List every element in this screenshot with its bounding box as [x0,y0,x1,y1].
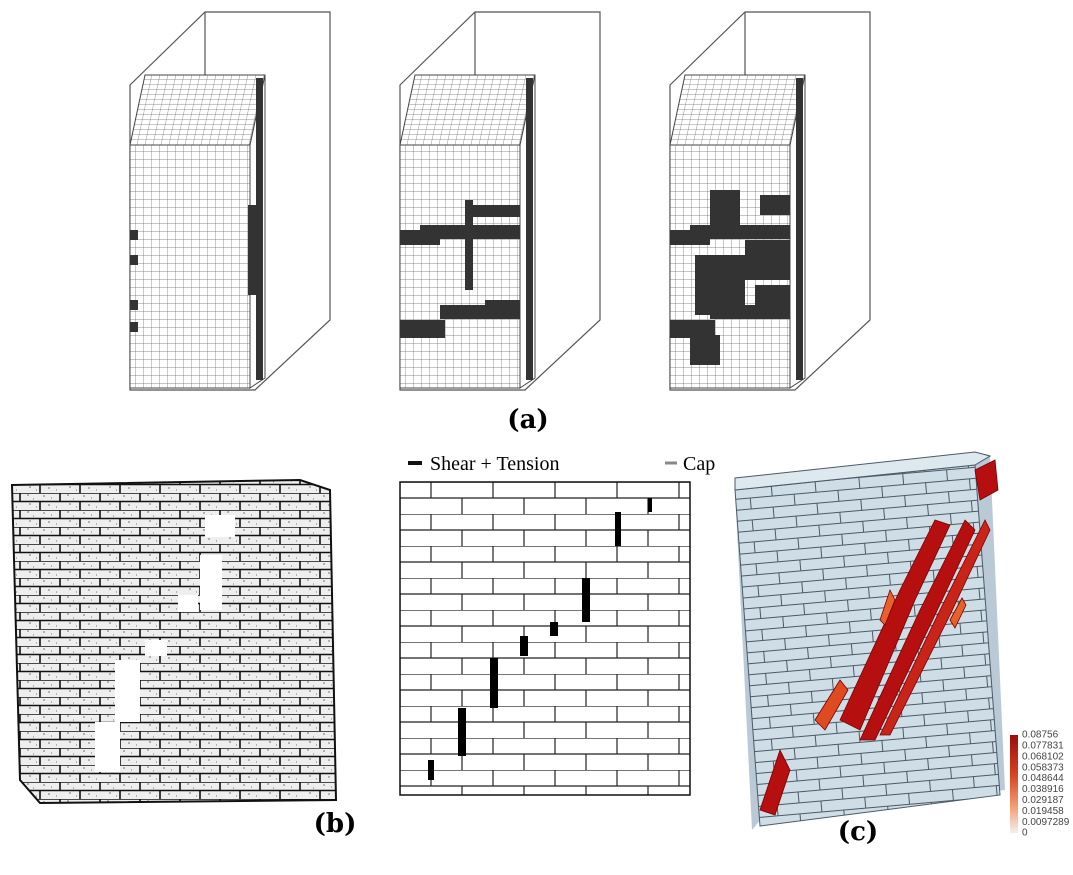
legend-text: Cap [683,453,715,475]
damage-zone [690,335,720,365]
colorbar-label: 0 [1022,828,1028,839]
colorbar-label: 0.068102 [1022,751,1064,762]
panel-label: (a) [507,405,548,435]
damage-zone [745,240,790,280]
damage-zone [690,225,790,239]
fe-model [670,12,870,390]
wall-top [130,75,265,145]
damage-zone [400,320,445,338]
damage-zone [248,205,256,295]
fe-model [130,12,330,390]
wall-top [400,75,535,145]
colorbar-label: 0.048644 [1022,773,1064,784]
colorbar-label: 0.0097289 [1022,817,1070,828]
damage-wall [735,452,1005,830]
damage-zone [485,300,520,310]
colorbar-label: 0.019458 [1022,806,1064,817]
colorbar-labels: 0.087560.0778310.0681020.0583730.0486440… [1022,730,1070,839]
deformed-wall [12,480,336,803]
crack-wall [400,461,690,795]
wall-front [130,145,250,388]
wall-edge [526,78,533,380]
wall-front [400,145,520,388]
damage-zone [130,230,138,240]
damage-zone [465,200,473,290]
fe-model [400,12,600,390]
damage-zone [755,285,790,315]
wall-edge [256,78,263,380]
panel-label: (b) [314,809,357,839]
damage-zone [130,322,138,332]
panel-a [130,12,870,390]
damage-zone [130,255,138,265]
panel-label: (c) [838,817,878,847]
colorbar [1010,735,1018,833]
colorbar-label: 0.058373 [1022,762,1064,773]
legend-text: Shear + Tension [430,453,560,475]
colorbar-label: 0.08756 [1022,730,1059,741]
colorbar-label: 0.038916 [1022,784,1064,795]
colorbar-label: 0.077831 [1022,741,1064,752]
damage-zone [760,195,790,215]
damage-zone [130,300,138,310]
wall-edge [796,78,803,380]
colorbar-label: 0.029187 [1022,795,1064,806]
figure: (a) (b) Shear + Tension Cap [0,0,1073,875]
damage-zone [470,205,520,217]
damage-zone [710,190,740,225]
wall-top [670,75,805,145]
